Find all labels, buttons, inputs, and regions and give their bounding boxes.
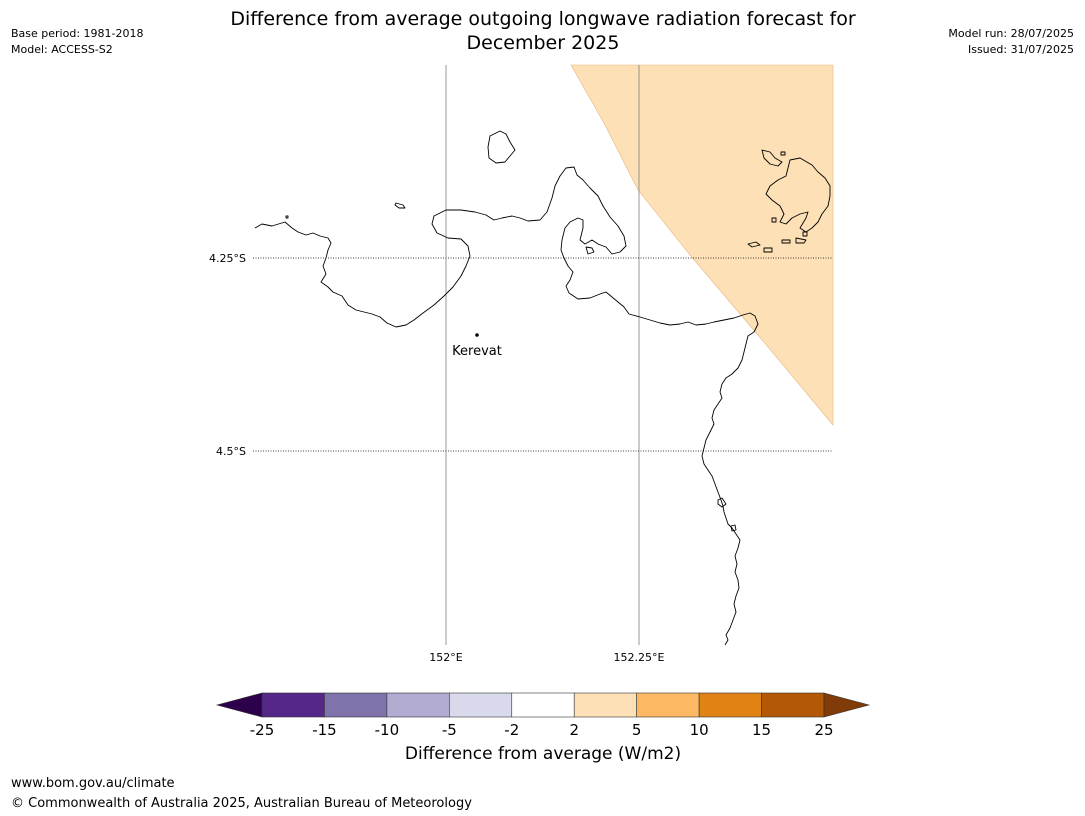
kerevat-marker (475, 333, 479, 337)
metadata-right: Model run: 28/07/2025 Issued: 31/07/2025 (948, 26, 1074, 58)
colorbar-tick-label: 10 (690, 721, 709, 739)
colorbar-tick-label: -5 (442, 721, 457, 739)
colorbar-bin (511, 692, 575, 718)
lon-label-152e: 152°E (429, 651, 462, 664)
island-north (487, 130, 516, 164)
colorbar-tick-label: 5 (632, 721, 642, 739)
coastlines (254, 130, 831, 646)
colorbar-tick-label: -10 (375, 721, 400, 739)
colorbar-label: Difference from average (W/m2) (404, 744, 682, 764)
colorbar-under-arrow (215, 692, 263, 718)
colorbar-tick-label: -2 (504, 721, 519, 739)
colorbar-tick-label: -15 (312, 721, 337, 739)
colorbar-bin (761, 692, 825, 718)
colorbar-bin (573, 692, 637, 718)
anomaly-region (570, 64, 834, 426)
model-text: Model: ACCESS-S2 (11, 43, 113, 56)
colorbar-bin (261, 692, 325, 718)
page-title: Difference from average outgoing longwav… (143, 7, 943, 55)
colorbar-tick-label: 2 (569, 721, 579, 739)
colorbar-bin (698, 692, 762, 718)
colorbar-bin (449, 692, 513, 718)
footer-copyright: © Commonwealth of Australia 2025, Austra… (11, 796, 472, 811)
islet-west (394, 202, 406, 209)
lat-label-4-25s: 4.25°S (209, 252, 246, 265)
colorbar-tick-label: 15 (752, 721, 771, 739)
lon-label-152-25e: 152.25°E (614, 651, 665, 664)
footer-url[interactable]: www.bom.gov.au/climate (11, 776, 175, 791)
inlet-islet (585, 246, 595, 255)
coastline-main (254, 166, 759, 646)
colorbar: -25 -15 -10 -5 -2 2 5 10 15 25 (215, 692, 871, 739)
graticule (253, 65, 833, 645)
issued-text: Issued: 31/07/2025 (967, 43, 1074, 56)
islet-coast-2 (730, 524, 737, 532)
model-run-text: Model run: 28/07/2025 (948, 27, 1074, 40)
colorbar-over-arrow (823, 692, 871, 718)
duke-of-york-islands (747, 149, 831, 253)
colorbar-bin (386, 692, 450, 718)
islet-dot-west (285, 215, 289, 219)
colorbar-bin (324, 692, 388, 718)
metadata-left: Base period: 1981-2018 Model: ACCESS-S2 (11, 26, 143, 58)
colorbar-tick-label: 25 (814, 721, 833, 739)
colorbar-tick-label: -25 (250, 721, 275, 739)
lat-label-4-5s: 4.5°S (216, 445, 246, 458)
base-period-text: Base period: 1981-2018 (11, 27, 144, 40)
colorbar-bin (636, 692, 700, 718)
title-line-2: December 2025 (466, 32, 620, 54)
kerevat-label: Kerevat (452, 344, 502, 359)
islet-coast-1 (717, 497, 727, 508)
title-line-1: Difference from average outgoing longwav… (230, 8, 856, 30)
